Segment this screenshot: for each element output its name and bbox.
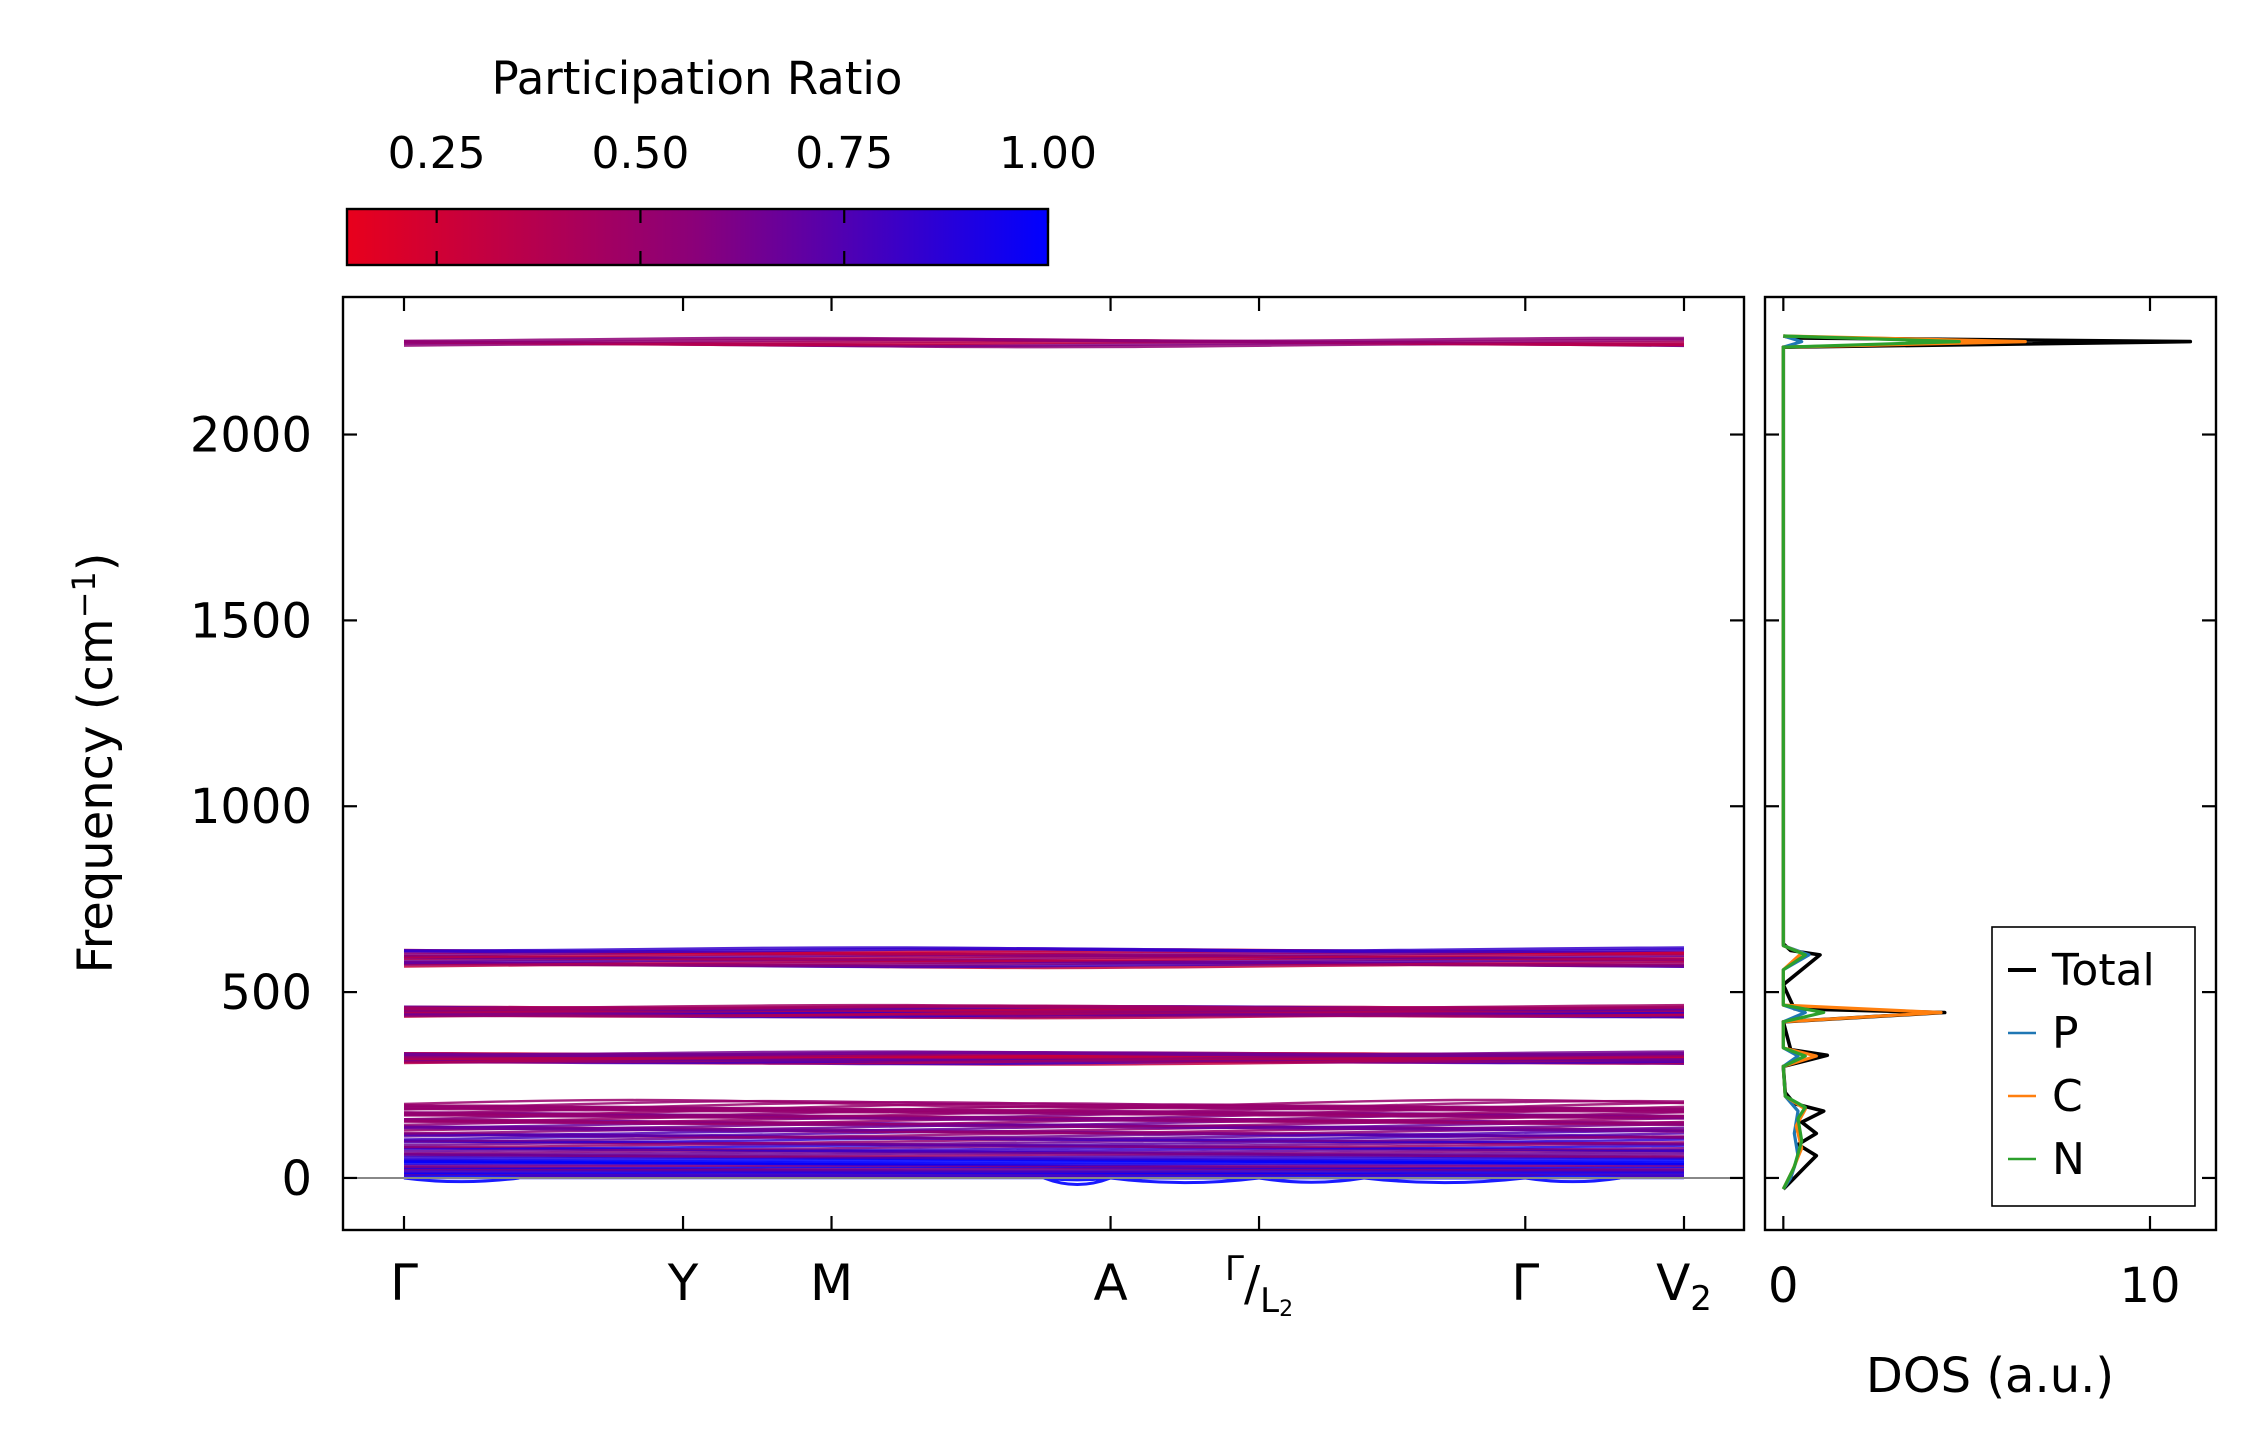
frequency-tick-label: 0 [281, 1151, 312, 1207]
legend-label-total: Total [2051, 945, 2155, 996]
frequency-tick-label: 2000 [190, 408, 312, 464]
kpoint-label: V2 [1656, 1254, 1712, 1319]
colorbar-gradient [345, 207, 1050, 267]
dos-lines [1781, 334, 2193, 1191]
band-axes-frame [341, 295, 1746, 1232]
band-line [403, 1100, 1685, 1111]
band-line [403, 1098, 1685, 1109]
kpoint-label: Γ [1511, 1254, 1539, 1312]
band-line [404, 946, 1685, 953]
dos-x-ticks: 0 10 [1768, 297, 2181, 1314]
dos-x-tick-label: 0 [1768, 1258, 1799, 1314]
frequency-axis-label: Frequency (cm−1) [65, 552, 124, 973]
colorbar-tick-label: 0.25 [388, 128, 486, 179]
colorbar-tick-label: 0.75 [795, 128, 893, 179]
kpath-axis-ticks: Γ Y M A Γ/L2 Γ V2 [390, 297, 1712, 1322]
dos-axis-label: DOS (a.u.) [1866, 1348, 2114, 1404]
legend: Total PCN [1991, 926, 2196, 1207]
band-lines [403, 336, 1685, 1186]
dos-y-ticks [1765, 433, 2216, 1180]
band-line [403, 1115, 1685, 1124]
band-line [403, 336, 1684, 343]
dos-x-tick-label: 10 [2119, 1258, 2180, 1314]
band-structure-panel: 0 500 1000 1500 2000 Γ Y M A Γ/L2 Γ V2 Frequency (… [65, 295, 1746, 1322]
colorbar-tick-label: 1.00 [999, 128, 1097, 179]
legend-items: Total PCN [2008, 945, 2155, 1185]
dos-axes-frame [1763, 295, 2218, 1232]
frequency-axis-ticks: 0 500 1000 1500 2000 [190, 408, 1744, 1207]
legend-label-n: N [2052, 1134, 2085, 1185]
colorbar: Participation Ratio 0.25 0.50 0.75 1.00 [345, 52, 1097, 267]
colorbar-ticks: 0.25 0.50 0.75 1.00 [388, 128, 1097, 265]
band-line [403, 1003, 1685, 1011]
legend-label-c: C [2052, 1071, 2083, 1122]
colorbar-label: Participation Ratio [492, 52, 903, 105]
kpoint-label: M [810, 1254, 853, 1312]
colorbar-tick-label: 0.50 [591, 128, 689, 179]
legend-label-p: P [2052, 1008, 2079, 1059]
dos-panel: 0 10 DOS (a.u.) Total PCN [1763, 295, 2218, 1404]
kpoint-label: Y [667, 1254, 699, 1312]
frequency-tick-label: 1000 [190, 779, 312, 835]
kpoint-label: Γ [390, 1254, 418, 1312]
band-line [404, 1050, 1685, 1057]
frequency-tick-label: 1500 [190, 593, 312, 649]
frequency-tick-label: 500 [220, 965, 312, 1021]
dos-series-c [1781, 334, 2027, 1190]
kpoint-label: Γ/L2 [1225, 1249, 1293, 1322]
kpoint-label: A [1093, 1254, 1127, 1312]
dos-series-n [1781, 334, 1961, 1190]
